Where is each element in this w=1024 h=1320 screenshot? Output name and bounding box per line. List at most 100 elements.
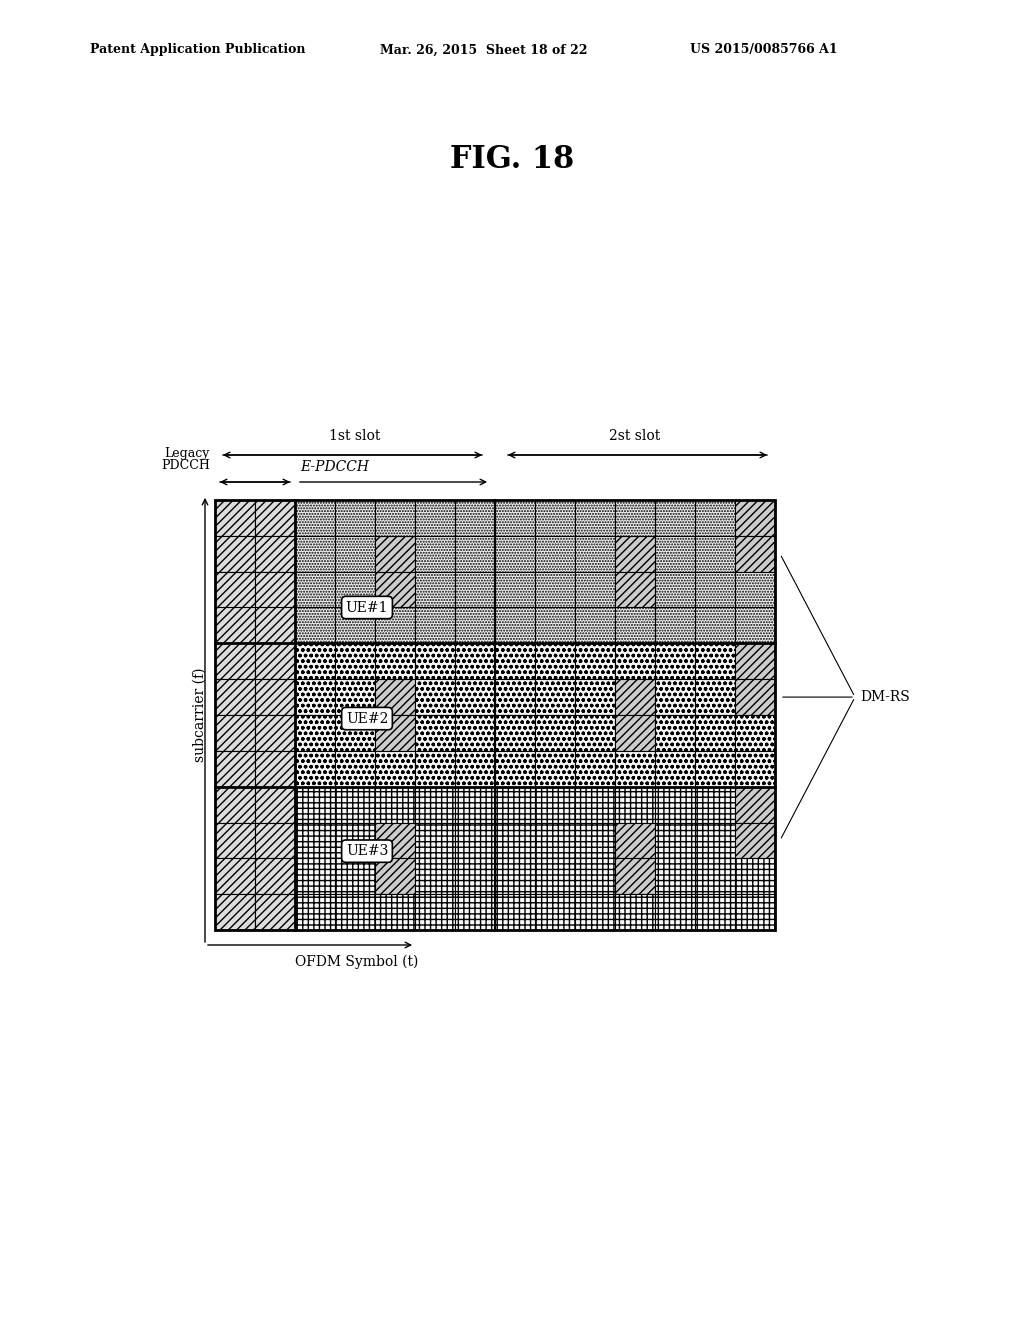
Bar <box>455 643 495 680</box>
Bar <box>255 536 295 572</box>
Bar <box>375 572 415 607</box>
Bar <box>375 751 415 787</box>
Bar <box>495 500 535 536</box>
Bar <box>295 751 335 787</box>
Bar <box>655 572 695 607</box>
Text: subcarrier (f): subcarrier (f) <box>193 668 207 762</box>
Bar <box>415 787 455 822</box>
Bar <box>295 822 335 858</box>
Text: FIG. 18: FIG. 18 <box>450 144 574 176</box>
Bar <box>255 715 295 751</box>
Bar <box>455 500 495 536</box>
Bar <box>295 643 335 680</box>
Bar <box>375 787 415 822</box>
Bar <box>415 822 455 858</box>
Bar <box>255 894 295 931</box>
Bar <box>695 536 735 572</box>
Bar <box>375 822 415 858</box>
Bar <box>255 643 295 680</box>
Bar <box>495 572 535 607</box>
Bar <box>215 680 255 715</box>
Bar <box>415 751 455 787</box>
Bar <box>695 751 735 787</box>
Bar <box>455 536 495 572</box>
Bar <box>495 536 535 572</box>
Bar <box>455 715 495 751</box>
Bar <box>535 751 575 787</box>
Bar <box>455 751 495 787</box>
Bar <box>575 536 615 572</box>
Bar <box>695 787 735 822</box>
Bar <box>735 500 775 536</box>
Bar <box>335 643 375 680</box>
Bar <box>215 751 255 787</box>
Bar <box>695 858 735 894</box>
Text: Patent Application Publication: Patent Application Publication <box>90 44 305 57</box>
Bar <box>255 822 295 858</box>
Bar <box>535 894 575 931</box>
Bar <box>695 680 735 715</box>
Bar <box>575 751 615 787</box>
Bar <box>695 643 735 680</box>
Bar <box>535 607 575 643</box>
Bar <box>335 858 375 894</box>
Bar <box>535 536 575 572</box>
Bar <box>495 715 535 751</box>
Bar <box>415 607 455 643</box>
Bar <box>655 607 695 643</box>
Bar <box>295 715 335 751</box>
Bar <box>655 822 695 858</box>
Bar <box>655 680 695 715</box>
Bar <box>375 680 415 715</box>
Bar <box>295 536 335 572</box>
Bar <box>615 536 655 572</box>
Bar <box>255 787 295 822</box>
Bar <box>615 500 655 536</box>
Bar <box>695 572 735 607</box>
Bar <box>455 572 495 607</box>
Bar <box>215 858 255 894</box>
Bar <box>255 751 295 787</box>
Bar <box>335 572 375 607</box>
Bar <box>255 680 295 715</box>
Bar <box>255 607 295 643</box>
Bar <box>615 751 655 787</box>
Bar <box>495 643 535 680</box>
Bar <box>335 894 375 931</box>
Bar <box>575 715 615 751</box>
Bar <box>495 607 535 643</box>
Bar <box>415 858 455 894</box>
Bar <box>375 715 415 751</box>
Bar <box>535 572 575 607</box>
Bar <box>615 858 655 894</box>
Bar <box>575 894 615 931</box>
Text: UE#3: UE#3 <box>346 845 388 858</box>
Bar <box>615 643 655 680</box>
Text: OFDM Symbol (t): OFDM Symbol (t) <box>295 954 419 969</box>
Bar <box>575 500 615 536</box>
Bar <box>535 500 575 536</box>
Bar <box>215 715 255 751</box>
Bar <box>535 715 575 751</box>
Bar <box>575 858 615 894</box>
Text: Mar. 26, 2015  Sheet 18 of 22: Mar. 26, 2015 Sheet 18 of 22 <box>380 44 588 57</box>
Bar <box>655 751 695 787</box>
Bar <box>375 894 415 931</box>
Bar <box>735 894 775 931</box>
Text: 1st slot: 1st slot <box>330 429 381 444</box>
Bar <box>215 822 255 858</box>
Bar <box>335 680 375 715</box>
Bar <box>455 822 495 858</box>
Bar <box>535 680 575 715</box>
Bar <box>215 894 255 931</box>
Bar <box>455 858 495 894</box>
Bar <box>735 858 775 894</box>
Text: DM-RS: DM-RS <box>860 690 909 704</box>
Bar <box>735 607 775 643</box>
Bar <box>255 858 295 894</box>
Bar <box>295 607 335 643</box>
Bar <box>695 894 735 931</box>
Bar <box>335 500 375 536</box>
Bar <box>295 858 335 894</box>
Bar <box>735 680 775 715</box>
